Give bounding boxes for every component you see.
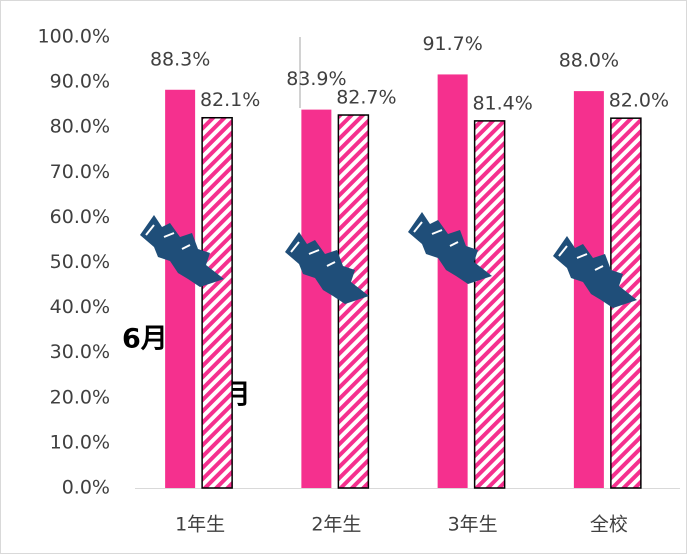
y-tick-label: 30.0% xyxy=(50,341,110,363)
x-tick-label: 2年生 xyxy=(311,514,361,536)
y-tick-label: 60.0% xyxy=(50,206,110,228)
bar xyxy=(165,90,195,488)
value-label: 91.7% xyxy=(422,33,482,55)
y-tick-label: 80.0% xyxy=(50,116,110,138)
x-tick-label: 全校 xyxy=(590,514,628,536)
x-tick-label: 3年生 xyxy=(448,514,498,536)
y-tick-label: 70.0% xyxy=(50,161,110,183)
value-label: 88.0% xyxy=(559,50,619,72)
y-tick-label: 50.0% xyxy=(50,251,110,273)
legend-label: 6月 xyxy=(122,324,168,355)
x-tick-label: 1年生 xyxy=(175,514,225,536)
y-tick-label: 90.0% xyxy=(50,71,110,93)
value-label: 81.4% xyxy=(472,92,532,114)
value-label: 88.3% xyxy=(150,48,210,70)
y-tick-label: 40.0% xyxy=(50,296,110,318)
y-tick-label: 20.0% xyxy=(50,386,110,408)
y-tick-label: 0.0% xyxy=(62,477,110,499)
bar xyxy=(438,74,468,488)
value-label: 82.7% xyxy=(336,87,396,109)
bar xyxy=(475,121,505,488)
y-tick-label: 100.0% xyxy=(38,26,110,48)
chart: 6月 9月 0.0%10.0%20.0%30.0%40.0%50.0%60.0%… xyxy=(0,0,687,554)
bar xyxy=(202,118,232,488)
y-tick-label: 10.0% xyxy=(50,431,110,453)
value-label: 82.1% xyxy=(200,89,260,111)
bar xyxy=(301,110,331,488)
value-label: 82.0% xyxy=(609,90,669,112)
